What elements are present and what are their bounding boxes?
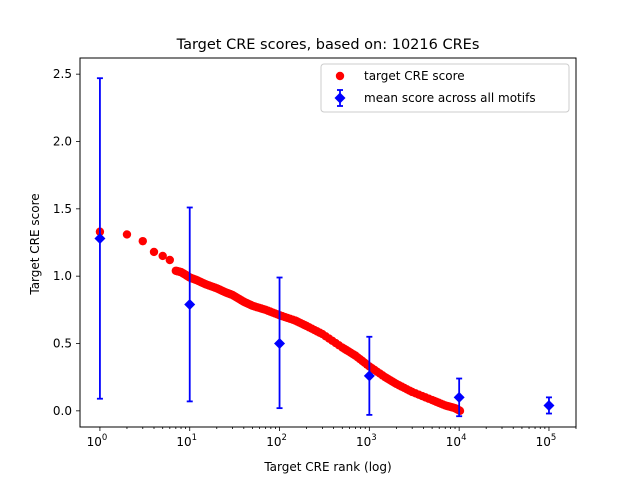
- x-tick-exponent: 5: [551, 433, 556, 443]
- y-tick-label: 0.5: [53, 337, 72, 351]
- plot-area: [94, 77, 555, 418]
- x-axis-title: Target CRE rank (log): [263, 460, 391, 474]
- plot-frame: [79, 57, 577, 428]
- motif-mean-marker: [184, 298, 196, 310]
- x-tick-exponent: 0: [102, 433, 107, 443]
- score-point: [122, 230, 132, 239]
- x-tick-label: 100: [87, 433, 108, 449]
- x-tick-label: 102: [266, 433, 287, 449]
- score-point: [138, 236, 147, 246]
- legend-score-marker: [335, 71, 345, 81]
- motif-mean-errorbar: [543, 396, 555, 415]
- score-point: [149, 247, 159, 257]
- x-tick-base: 10: [446, 435, 461, 449]
- legend-entry-motif-mean: mean score across all motifs: [334, 89, 536, 107]
- x-tick-base: 10: [87, 435, 102, 449]
- motif-mean-errorbar: [274, 276, 286, 410]
- legend-score-label: target CRE score: [364, 69, 465, 83]
- motif-mean-errorbar: [453, 377, 465, 418]
- score-point: [165, 255, 175, 265]
- x-tick-label: 104: [446, 433, 467, 449]
- y-axis-title: Target CRE score: [28, 193, 42, 295]
- x-tick-base: 10: [266, 435, 281, 449]
- motif-mean-marker: [94, 232, 106, 244]
- y-tick-label: 1.5: [53, 202, 72, 216]
- x-tick-exponent: 1: [192, 433, 197, 443]
- legend: target CRE score mean score across all mo…: [320, 63, 570, 113]
- motif-mean-errorbar: [94, 77, 106, 400]
- x-tick-exponent: 3: [371, 433, 376, 443]
- chart-title: Target CRE scores, based on: 10216 CREs: [176, 37, 480, 53]
- legend-motif-mean-label: mean score across all motifs: [364, 91, 536, 105]
- motif-mean-errorbar: [184, 206, 196, 403]
- x-tick-label: 101: [176, 433, 197, 449]
- x-tick-exponent: 4: [461, 433, 466, 443]
- y-tick-label: 0.0: [53, 404, 72, 418]
- x-tick-label: 103: [356, 433, 377, 449]
- x-tick-base: 10: [176, 435, 191, 449]
- motif-mean-marker: [274, 338, 286, 350]
- motif-mean-marker: [543, 399, 555, 411]
- motif-mean-marker: [363, 370, 375, 382]
- legend-box: [320, 63, 570, 113]
- y-tick-label: 1.0: [53, 269, 72, 283]
- x-tick-label: 105: [536, 433, 557, 449]
- x-tick-base: 10: [356, 435, 371, 449]
- x-tick-base: 10: [536, 435, 551, 449]
- score-point: [158, 251, 167, 261]
- legend-motif-mean-marker: [334, 92, 346, 104]
- motif-mean-errorbar: [363, 335, 375, 416]
- legend-entry-score: target CRE score: [335, 69, 465, 83]
- y-tick-label: 2.5: [53, 67, 72, 81]
- x-tick-exponent: 2: [281, 433, 286, 443]
- motif-mean-marker: [453, 391, 465, 403]
- y-tick-label: 2.0: [53, 134, 72, 148]
